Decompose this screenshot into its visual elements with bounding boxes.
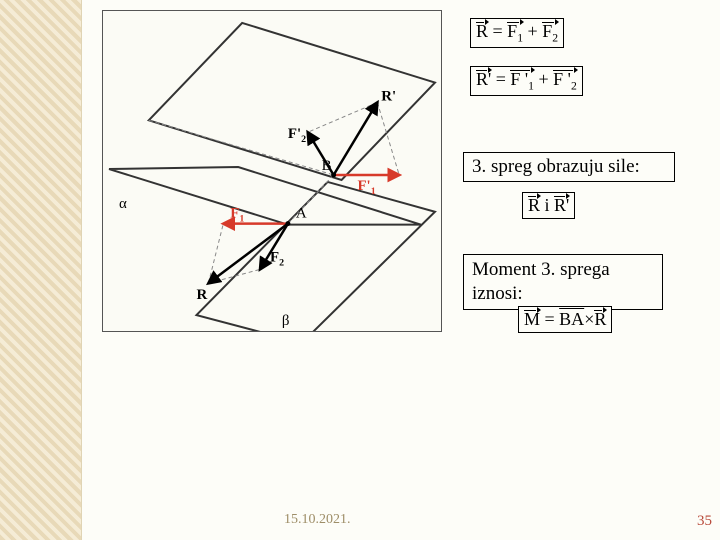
- label-fp1: F'1: [357, 178, 375, 197]
- label-alpha: α: [119, 196, 127, 212]
- footer-page-number: 35: [697, 513, 712, 530]
- footer-date: 15.10.2021.: [284, 512, 351, 528]
- label-beta: β: [282, 313, 290, 329]
- plane-beta: [196, 182, 435, 331]
- label-f2: F2: [270, 249, 284, 268]
- label-r: R: [196, 287, 207, 303]
- point-b: [331, 172, 336, 177]
- decorative-stripe: [0, 0, 82, 540]
- label-fp2: F'2: [288, 126, 306, 145]
- label-rp: R': [381, 88, 396, 104]
- equation-r: R = F1 + F2: [470, 18, 564, 48]
- textbox-spreg: 3. spreg obrazuju sile:: [463, 152, 675, 182]
- label-f1: F1: [230, 206, 244, 225]
- equation-moment: M = BA×R: [518, 306, 612, 333]
- label-point-b: B: [322, 158, 332, 174]
- point-a: [285, 221, 290, 226]
- textbox-moment: Moment 3. sprega iznosi:: [463, 254, 663, 310]
- equation-r-and-rprime: R i R': [522, 192, 575, 219]
- label-point-a: A: [296, 206, 307, 222]
- force-diagram: α β A B F1 F2 R F'1 F'2 R': [102, 10, 442, 332]
- equation-rprime: R' = F '1 + F '2: [470, 66, 583, 96]
